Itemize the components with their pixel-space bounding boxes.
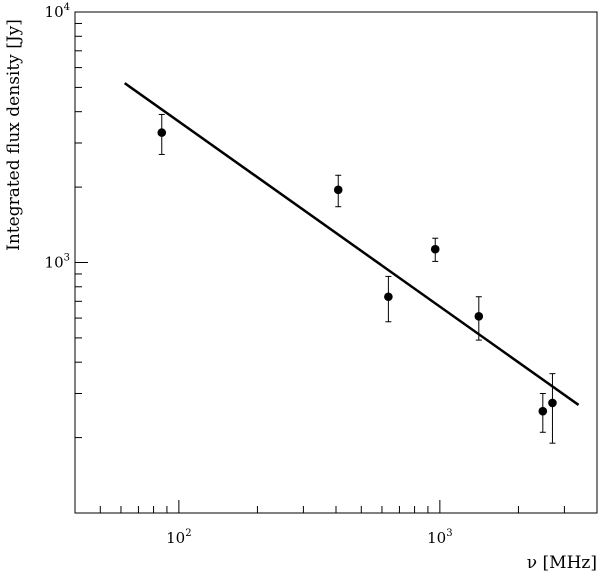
y-axis-label: Integrated flux density [Jy] bbox=[4, 19, 24, 251]
data-point bbox=[548, 398, 557, 408]
x-tick-label: 103 bbox=[427, 528, 452, 547]
data-point bbox=[474, 311, 484, 321]
data-points bbox=[157, 113, 557, 444]
x-axis-label: ν [MHz] bbox=[527, 553, 597, 573]
y-tick-label: 103 bbox=[45, 253, 70, 272]
axis-ticks bbox=[74, 11, 598, 514]
fit-line bbox=[123, 82, 580, 406]
plot-frame bbox=[74, 11, 598, 514]
data-point bbox=[333, 185, 343, 195]
tick-labels: 102 103 103 104 bbox=[45, 2, 453, 547]
data-point bbox=[157, 128, 167, 137]
y-tick-label: 104 bbox=[45, 2, 70, 21]
data-point bbox=[384, 292, 393, 302]
x-tick-label: 102 bbox=[166, 528, 191, 547]
data-point bbox=[430, 244, 440, 254]
data-point bbox=[538, 406, 548, 416]
fit-line-group bbox=[123, 82, 580, 406]
